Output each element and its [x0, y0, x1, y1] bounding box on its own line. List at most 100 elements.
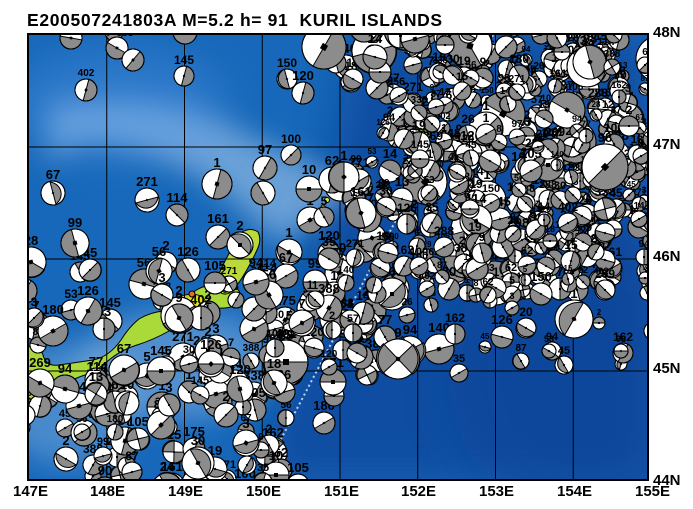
svg-text:162: 162 [445, 311, 465, 325]
svg-text:56: 56 [465, 60, 477, 71]
svg-text:1: 1 [340, 148, 347, 163]
svg-text:1: 1 [312, 280, 318, 292]
svg-text:2: 2 [266, 422, 273, 436]
svg-text:5: 5 [509, 275, 515, 287]
svg-text:99: 99 [534, 132, 543, 141]
svg-text:161: 161 [207, 211, 229, 226]
svg-text:24: 24 [160, 459, 175, 474]
svg-text:15: 15 [564, 264, 573, 273]
svg-text:14: 14 [368, 35, 383, 46]
svg-text:18: 18 [499, 35, 513, 37]
svg-text:94: 94 [403, 322, 418, 337]
svg-text:1: 1 [648, 223, 649, 234]
svg-text:30: 30 [446, 52, 460, 66]
svg-text:388: 388 [117, 35, 134, 39]
svg-text:97: 97 [258, 142, 272, 157]
svg-text:45: 45 [558, 345, 570, 357]
svg-text:56: 56 [381, 230, 395, 244]
svg-text:53: 53 [423, 175, 435, 186]
svg-text:15: 15 [564, 238, 578, 252]
svg-text:94: 94 [249, 255, 264, 270]
svg-text:10: 10 [302, 162, 316, 177]
svg-text:3: 3 [643, 263, 648, 272]
svg-text:3: 3 [212, 321, 219, 336]
svg-text:5: 5 [523, 265, 528, 274]
svg-text:140: 140 [550, 150, 564, 159]
svg-text:126: 126 [177, 244, 199, 259]
svg-text:126: 126 [397, 201, 417, 215]
svg-text:288: 288 [588, 86, 608, 100]
svg-text:402: 402 [190, 292, 212, 307]
svg-text:14: 14 [633, 201, 645, 212]
svg-text:57: 57 [347, 313, 359, 325]
svg-text:15: 15 [456, 71, 468, 83]
svg-text:87: 87 [610, 105, 622, 116]
svg-text:87: 87 [641, 74, 649, 83]
svg-text:114: 114 [167, 190, 189, 205]
svg-text:126: 126 [200, 337, 222, 352]
svg-text:28: 28 [592, 100, 601, 109]
svg-text:6: 6 [568, 160, 573, 170]
svg-text:97: 97 [511, 119, 523, 130]
svg-text:67: 67 [279, 250, 293, 265]
svg-text:98: 98 [598, 130, 612, 145]
svg-text:62: 62 [505, 262, 517, 274]
svg-text:269: 269 [29, 355, 51, 370]
svg-text:120: 120 [537, 205, 551, 214]
svg-text:145: 145 [622, 180, 636, 189]
svg-text:140: 140 [648, 35, 649, 37]
svg-text:120: 120 [321, 349, 338, 360]
svg-text:145: 145 [411, 139, 429, 151]
svg-text:338: 338 [411, 95, 428, 106]
svg-text:402: 402 [78, 68, 95, 79]
svg-text:2: 2 [62, 433, 69, 448]
svg-text:99: 99 [97, 436, 109, 448]
svg-text:62: 62 [482, 277, 494, 288]
svg-text:19: 19 [538, 99, 550, 111]
svg-text:30: 30 [191, 433, 205, 448]
svg-text:5: 5 [321, 194, 328, 208]
svg-text:77: 77 [581, 119, 591, 129]
svg-text:98: 98 [616, 334, 626, 344]
svg-text:26: 26 [461, 112, 475, 126]
svg-text:53: 53 [368, 147, 377, 156]
svg-text:35: 35 [425, 200, 439, 214]
svg-text:9: 9 [394, 325, 401, 340]
svg-text:98: 98 [647, 203, 649, 215]
svg-text:161: 161 [350, 184, 372, 199]
svg-text:10: 10 [269, 448, 283, 463]
svg-text:67: 67 [46, 167, 60, 182]
svg-text:388: 388 [243, 343, 260, 354]
svg-text:271: 271 [136, 174, 158, 189]
svg-text:100: 100 [281, 132, 301, 146]
svg-text:1: 1 [493, 265, 500, 279]
svg-text:98: 98 [583, 35, 597, 46]
svg-text:94: 94 [58, 361, 73, 376]
svg-text:1: 1 [401, 116, 408, 130]
svg-text:3: 3 [509, 291, 514, 301]
svg-text:87: 87 [515, 343, 527, 354]
svg-text:87: 87 [430, 89, 442, 100]
svg-text:120: 120 [292, 68, 314, 83]
svg-text:2: 2 [236, 218, 243, 233]
svg-text:145: 145 [174, 53, 194, 67]
svg-text:145: 145 [191, 375, 209, 387]
svg-text:28: 28 [29, 233, 38, 248]
svg-text:3: 3 [31, 295, 38, 309]
svg-text:100: 100 [410, 246, 428, 258]
svg-text:2: 2 [626, 103, 633, 117]
svg-text:45: 45 [465, 140, 477, 151]
svg-text:35: 35 [322, 234, 336, 249]
svg-text:28: 28 [507, 216, 519, 227]
svg-text:18: 18 [545, 224, 555, 234]
svg-text:62: 62 [578, 265, 588, 275]
svg-text:1: 1 [213, 155, 220, 170]
svg-text:120: 120 [229, 362, 251, 377]
svg-text:1: 1 [285, 225, 292, 240]
svg-text:35: 35 [647, 256, 649, 270]
svg-text:2: 2 [329, 310, 335, 322]
svg-text:3: 3 [158, 270, 165, 285]
svg-text:180: 180 [509, 52, 529, 66]
svg-text:8: 8 [496, 124, 502, 135]
svg-text:269: 269 [595, 267, 615, 281]
